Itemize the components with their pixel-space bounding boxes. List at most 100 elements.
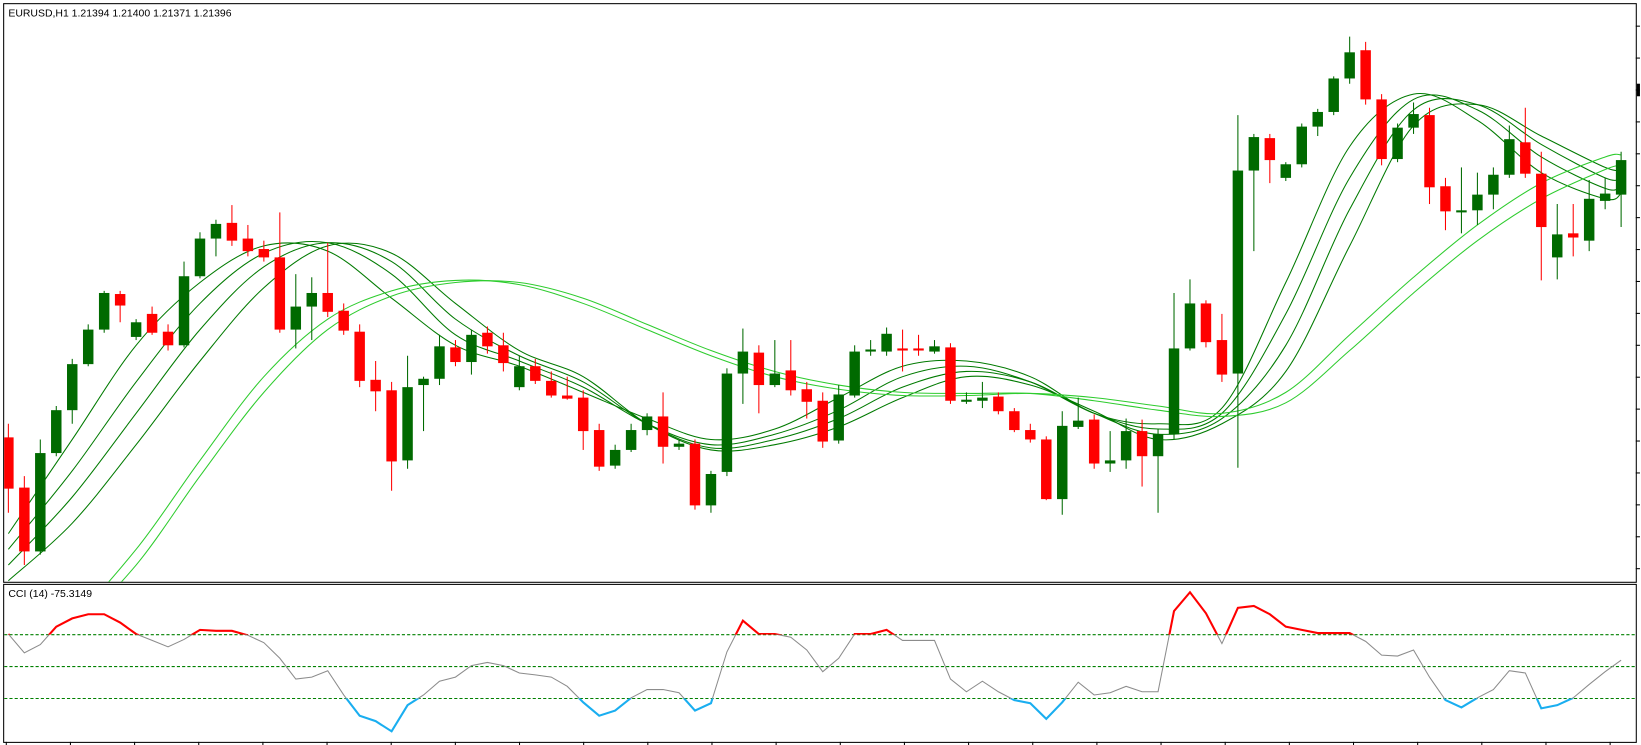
- candle-body: [705, 473, 717, 506]
- candle-body: [1408, 114, 1419, 128]
- moving-average-line: [108, 153, 1622, 582]
- candle-body: [274, 257, 286, 330]
- candle-body: [833, 394, 844, 441]
- cci-line-overbought: [7, 590, 1355, 635]
- candle-body: [67, 364, 78, 411]
- candle-body: [562, 395, 573, 399]
- candle-body: [418, 378, 429, 386]
- axis-ticks: [5, 25, 1640, 745]
- candle-body: [242, 238, 254, 252]
- candle-body: [1025, 430, 1036, 440]
- candle-body: [1472, 194, 1483, 211]
- candle-body: [1583, 198, 1595, 241]
- candle-body: [1232, 170, 1244, 374]
- candle-body: [1456, 210, 1467, 213]
- candle-body: [913, 348, 924, 351]
- candle-body: [897, 348, 908, 351]
- candle-body: [1504, 139, 1515, 175]
- candle-body: [1280, 164, 1292, 178]
- candle-body: [354, 331, 365, 381]
- candle-body: [1392, 127, 1403, 160]
- candle-body: [753, 352, 765, 386]
- candle-body: [19, 487, 30, 552]
- candle-body: [1248, 137, 1260, 171]
- candle-body: [1041, 439, 1052, 500]
- cci-title: CCI (14) -75.3149: [8, 589, 92, 600]
- candle-body: [977, 397, 988, 401]
- candle-body: [482, 332, 493, 347]
- candle-body: [1200, 303, 1212, 343]
- candle-body: [961, 399, 972, 402]
- candle-body: [450, 347, 461, 363]
- candle-body: [945, 347, 956, 401]
- candle-body: [1599, 193, 1611, 201]
- candle-body: [1152, 434, 1164, 457]
- candle-body: [1104, 460, 1116, 464]
- candle-body: [657, 416, 669, 447]
- candle-body: [130, 322, 142, 337]
- candle-body: [865, 349, 876, 352]
- candle-body: [514, 366, 525, 388]
- candle-body: [993, 396, 1004, 412]
- candle-body: [35, 453, 46, 552]
- candle-body: [146, 313, 158, 333]
- candle-body: [51, 410, 62, 454]
- candle-body: [178, 276, 190, 346]
- candle-body: [162, 331, 174, 346]
- candle-body: [498, 345, 509, 364]
- candle-body: [1264, 138, 1276, 161]
- candle-body: [625, 430, 637, 450]
- candle-body: [1168, 348, 1180, 435]
- candle-body: [1088, 419, 1100, 464]
- candle-body: [194, 238, 206, 277]
- candle-body: [801, 389, 812, 402]
- price-plot: [4, 36, 1627, 582]
- candle-body: [530, 366, 541, 381]
- candle-body: [721, 373, 733, 472]
- candle-body: [769, 373, 781, 386]
- main-panel: [3, 3, 1637, 583]
- candle-body: [577, 397, 589, 432]
- candle-body: [1424, 115, 1435, 188]
- candle-body: [1184, 303, 1196, 349]
- candle-body: [1136, 431, 1148, 457]
- candle-body: [1296, 126, 1307, 165]
- candle-body: [258, 249, 270, 258]
- candle-body: [466, 334, 477, 363]
- candle-body: [1328, 78, 1339, 112]
- candle-body: [689, 443, 701, 506]
- candle-body: [434, 346, 445, 379]
- candle-body: [1376, 99, 1387, 160]
- candle-body: [1360, 50, 1371, 100]
- cci-panel: [3, 583, 1637, 743]
- candle-body: [1072, 420, 1084, 427]
- candle-body: [881, 333, 892, 352]
- candle-body: [1312, 111, 1323, 127]
- candle-body: [210, 223, 222, 239]
- candle-body: [4, 437, 14, 489]
- candle-body: [1520, 142, 1531, 174]
- candle-body: [1440, 186, 1451, 212]
- candle-body: [817, 400, 828, 442]
- candle-body: [402, 387, 413, 461]
- candle-body: [290, 306, 302, 330]
- candle-body: [114, 294, 126, 306]
- candle-body: [593, 430, 605, 467]
- candle-body: [1552, 234, 1563, 258]
- candle-body: [1615, 160, 1627, 195]
- candle-body: [1216, 340, 1228, 375]
- candle-body: [673, 443, 685, 447]
- candle-body: [737, 351, 749, 374]
- candle-body: [226, 222, 238, 241]
- candle-body: [338, 310, 349, 331]
- candle-body: [1536, 173, 1547, 228]
- candle-body: [322, 292, 333, 312]
- moving-average-line: [120, 164, 1622, 582]
- cci-plot: [4, 590, 1636, 733]
- candle-body: [785, 370, 797, 391]
- candle-body: [1344, 52, 1355, 79]
- candle-body: [1057, 425, 1068, 500]
- candle-body: [1488, 174, 1499, 195]
